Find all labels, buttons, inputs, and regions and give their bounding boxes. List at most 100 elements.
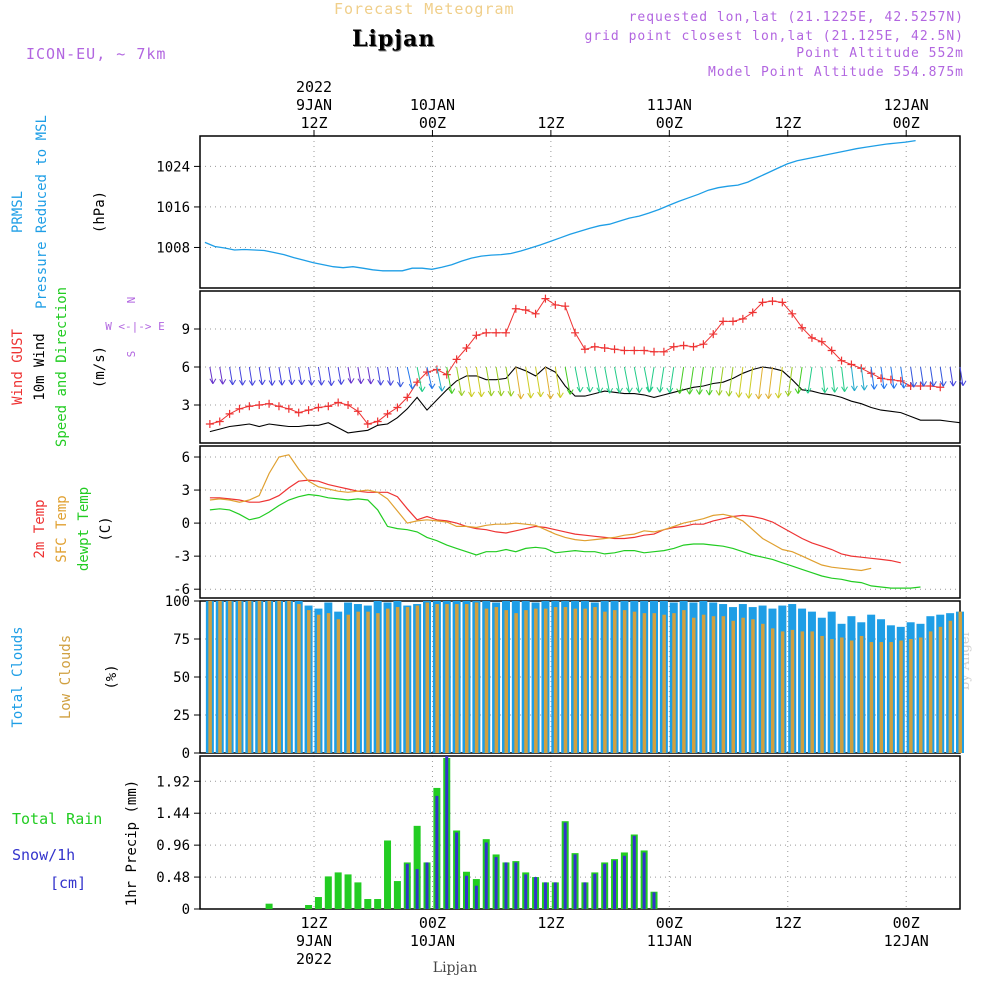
gust-marker <box>817 337 826 346</box>
low-cloud-bar <box>386 608 390 753</box>
snow-bar <box>652 892 656 909</box>
snow-bar <box>494 857 498 909</box>
gust-marker <box>442 370 451 379</box>
low-cloud-bar <box>237 601 242 753</box>
rain-bar <box>393 881 401 909</box>
low-cloud-bar <box>682 610 686 753</box>
low-cloud-bar <box>504 610 508 753</box>
gust-marker <box>590 342 599 351</box>
gust-marker <box>314 403 323 412</box>
wind-direction-arrow <box>900 366 908 389</box>
gust-marker <box>255 401 264 409</box>
time-label-bottom: 9JAN <box>296 932 332 950</box>
low-cloud-bar <box>524 610 528 753</box>
time-label-top: 12Z <box>774 114 801 132</box>
low-cloud-bar <box>336 619 341 753</box>
wind-direction-arrow <box>387 366 394 386</box>
time-label-top: 00Z <box>419 114 446 132</box>
requested-coords: requested lon,lat (21.1225E, 42.5257N) <box>628 10 964 25</box>
snow-bar <box>642 852 646 909</box>
wind-direction-arrow <box>666 366 675 394</box>
gust-marker <box>788 309 797 318</box>
gust-marker <box>748 308 757 317</box>
low-cloud-bar <box>879 642 884 753</box>
wind-direction-arrow <box>841 366 848 393</box>
wind-direction-arrow <box>238 366 246 386</box>
dewpoint-axis-title: dewpt Temp <box>76 487 92 571</box>
grid-coords: grid point closest lon,lat (21.125E, 42.… <box>584 29 964 44</box>
time-label-bottom: 2022 <box>296 950 332 968</box>
legend-snow-unit: [cm] <box>50 874 86 892</box>
low-cloud-bar <box>741 617 745 753</box>
time-label-bottom: 00Z <box>656 914 683 932</box>
low-cloud-bar <box>751 619 755 753</box>
snow-bar <box>583 882 587 909</box>
gust-marker <box>738 314 747 323</box>
time-label-top: 11JAN <box>647 96 692 114</box>
y-tick-label: 50 <box>173 670 190 686</box>
low-cloud-bar <box>919 637 923 753</box>
panel-wind: 3 6 9 <box>182 290 961 444</box>
gust-marker <box>274 402 283 411</box>
y-tick-label: 1.92 <box>156 774 190 790</box>
low-cloud-bar <box>810 631 814 753</box>
rain-bar <box>364 899 372 909</box>
low-cloud-bar <box>632 611 637 753</box>
gust-marker <box>501 328 510 337</box>
y-tick-label: 100 <box>165 594 190 610</box>
y-tick-label: 1024 <box>156 159 190 175</box>
snow-bar <box>415 869 419 909</box>
low-cloud-bar <box>563 607 568 753</box>
gust-marker <box>610 345 619 354</box>
low-cloud-bar <box>534 608 538 753</box>
gust-marker <box>561 302 570 311</box>
gust-marker <box>432 365 441 374</box>
wind-direction-arrow <box>396 366 404 388</box>
snow-bar <box>632 835 636 909</box>
panel-frame <box>199 135 961 289</box>
wind-direction-arrow <box>594 366 604 393</box>
wind-direction-arrow <box>890 366 898 389</box>
rain-bar <box>265 903 273 909</box>
pressure-axis-subtitle: Pressure Reduced to MSL <box>34 115 50 309</box>
y-tick-label: -6 <box>173 582 190 598</box>
time-label-bottom: 12JAN <box>884 932 929 950</box>
time-label-bottom: 11JAN <box>647 932 692 950</box>
gust-marker <box>324 402 333 411</box>
wind-direction-arrow <box>465 366 475 398</box>
model-altitude: Model Point Altitude 554.875m <box>708 65 964 80</box>
y-tick-label: 3 <box>182 483 190 499</box>
y-tick-label: 1008 <box>156 240 190 256</box>
gust-marker <box>344 401 353 409</box>
pressure-line <box>204 139 916 272</box>
rain-bar <box>334 872 342 909</box>
gust-marker <box>669 342 678 351</box>
wind-direction-arrow <box>656 366 665 393</box>
y-tick-label: -3 <box>173 549 190 565</box>
snow-bar <box>543 882 547 909</box>
rain-bar <box>384 840 392 909</box>
wind-direction-arrow <box>544 366 554 400</box>
gust-marker <box>383 409 392 418</box>
panel-frame <box>199 445 961 599</box>
low-cloud-bar <box>435 604 439 753</box>
low-cloud-bar <box>228 601 232 753</box>
gust-marker <box>462 344 471 352</box>
snow-bar <box>455 832 459 909</box>
rain-bar <box>314 897 322 909</box>
footer-location: Lipjan <box>433 960 477 976</box>
low-cloud-bar <box>415 605 420 753</box>
gust-marker <box>205 420 214 428</box>
wind-direction-arrow <box>695 366 704 395</box>
gust-marker <box>659 347 668 356</box>
wind-direction-arrow <box>298 366 306 386</box>
gust-marker <box>294 408 303 417</box>
y-tick-label: 75 <box>173 632 190 648</box>
gust-marker <box>640 346 649 355</box>
y-tick-label: 9 <box>182 322 190 338</box>
snow-bar <box>534 877 538 909</box>
time-label-bottom: 00Z <box>893 914 920 932</box>
low-cloud-bar <box>613 610 617 753</box>
gust-marker <box>541 294 550 303</box>
low-cloud-bar <box>948 620 953 753</box>
